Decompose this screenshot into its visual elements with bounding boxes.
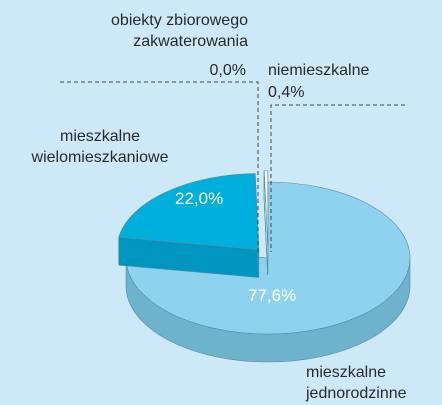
leader-line	[60, 81, 259, 252]
slice-value-label: 0,4%	[268, 84, 305, 101]
pie	[118, 170, 411, 363]
slice-label: obiekty zbiorowego zakwaterowania	[111, 12, 248, 50]
slice-label: niemieszkalne	[268, 62, 370, 79]
slice-value-label: 0,0%	[209, 62, 246, 79]
slice-value-label: 22,0%	[175, 189, 224, 208]
slice	[118, 173, 260, 250]
slice	[263, 170, 269, 247]
slice-label: mieszkalne wielomieszkaniowe	[31, 128, 169, 166]
slice-value-label: 77,6%	[248, 286, 297, 305]
slice-label: mieszkalne jednorodzinne	[306, 364, 407, 402]
leader-line	[270, 104, 405, 252]
